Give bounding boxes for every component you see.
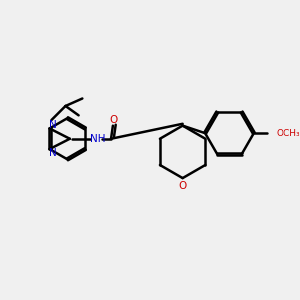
- Text: NH: NH: [90, 134, 106, 144]
- Text: N: N: [49, 120, 56, 130]
- Text: OCH₃: OCH₃: [276, 129, 300, 138]
- Text: O: O: [110, 115, 118, 125]
- Text: N: N: [49, 148, 56, 158]
- Text: O: O: [178, 181, 187, 190]
